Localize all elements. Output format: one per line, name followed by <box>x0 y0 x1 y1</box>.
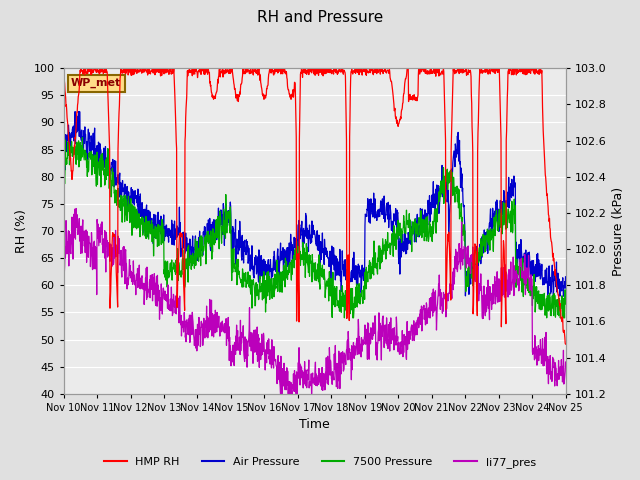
Text: RH and Pressure: RH and Pressure <box>257 10 383 24</box>
Legend: HMP RH, Air Pressure, 7500 Pressure, li77_pres: HMP RH, Air Pressure, 7500 Pressure, li7… <box>100 452 540 472</box>
Y-axis label: Pressure (kPa): Pressure (kPa) <box>612 186 625 276</box>
Text: WP_met: WP_met <box>71 78 122 88</box>
Y-axis label: RH (%): RH (%) <box>15 209 28 253</box>
X-axis label: Time: Time <box>299 419 330 432</box>
